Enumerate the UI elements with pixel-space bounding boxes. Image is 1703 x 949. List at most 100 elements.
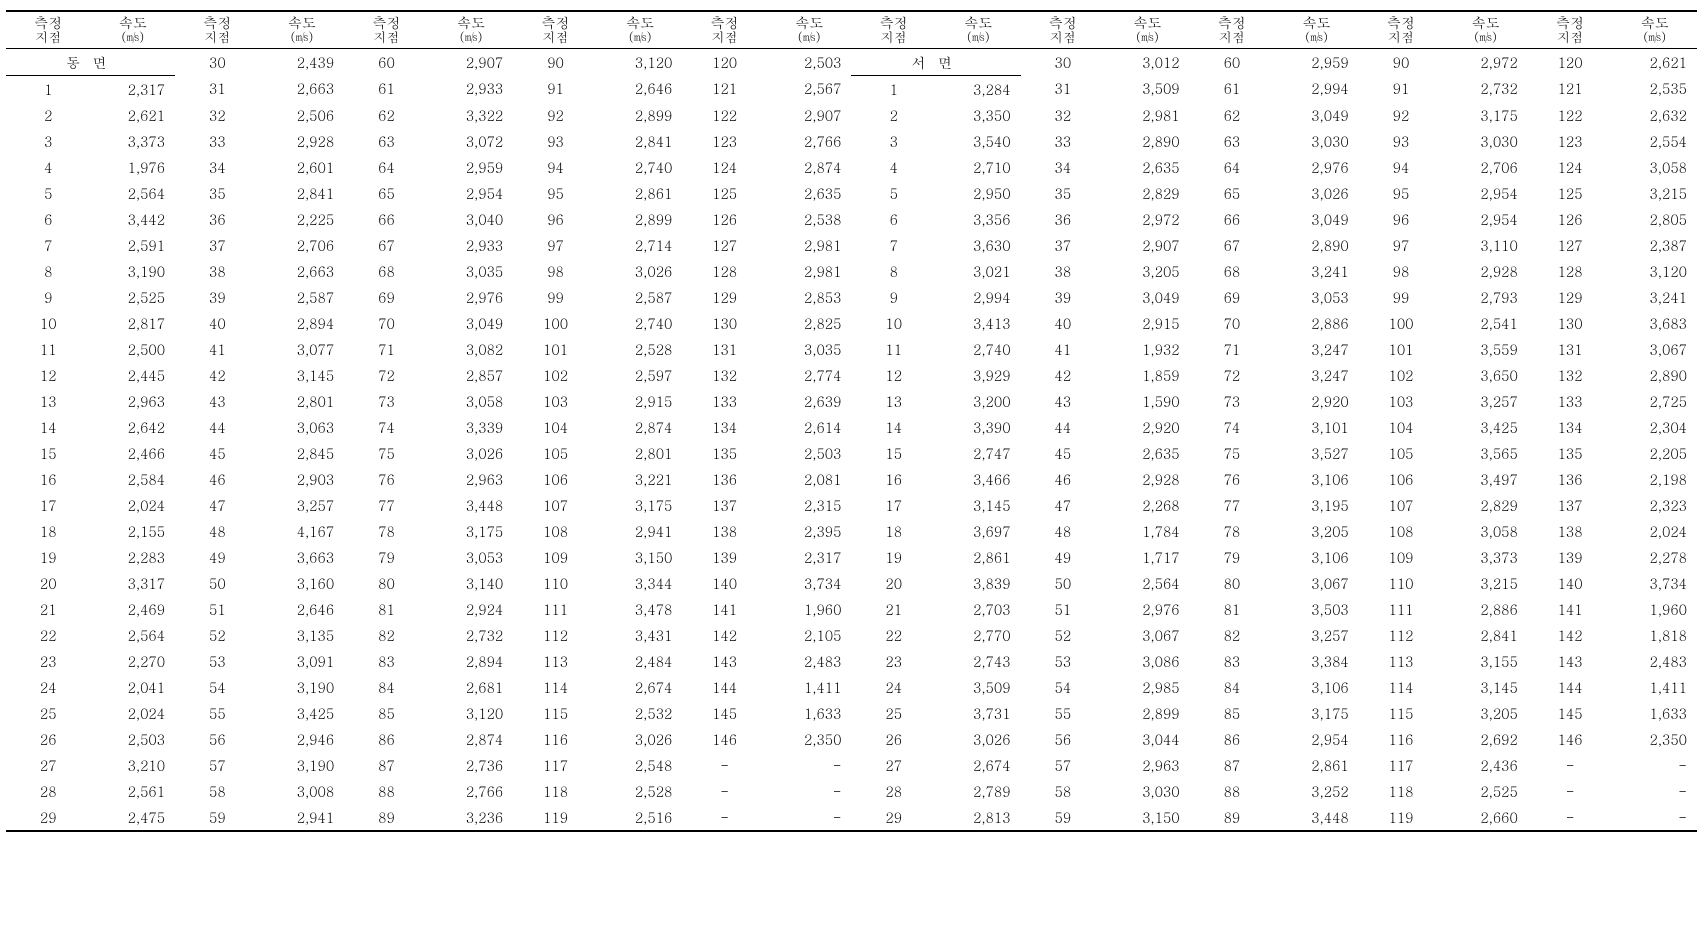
- cell-value: 2,024: [91, 492, 176, 518]
- cell-point: 58: [175, 778, 260, 804]
- table-row: 83,190382,663683,035983,0261282,98183,02…: [6, 258, 1697, 284]
- cell-value: 2,924: [429, 596, 514, 622]
- cell-point: 41: [1021, 336, 1106, 362]
- cell-point: 144: [1528, 674, 1613, 700]
- cell-value: 2,985: [1105, 674, 1190, 700]
- cell-point: 103: [513, 388, 598, 414]
- cell-value: 3,527: [1274, 440, 1359, 466]
- cell-point: 45: [1021, 440, 1106, 466]
- cell-value: 3,175: [1274, 700, 1359, 726]
- cell-value: 2,894: [260, 310, 345, 336]
- cell-point: 93: [513, 128, 598, 154]
- table-row: 72,591372,706672,933972,7141272,98173,63…: [6, 232, 1697, 258]
- table-row: 162,584462,903762,9631063,2211362,081163…: [6, 466, 1697, 492]
- cell-value: 2,928: [260, 128, 345, 154]
- cell-point: 101: [1359, 336, 1444, 362]
- cell-value: 3,072: [429, 128, 514, 154]
- cell-point: 49: [175, 544, 260, 570]
- cell-point: 37: [175, 232, 260, 258]
- cell-point: 46: [1021, 466, 1106, 492]
- col-header-point: 측정지점: [1359, 11, 1444, 48]
- cell-point: 63: [344, 128, 429, 154]
- cell-value: 3,040: [429, 206, 514, 232]
- cell-value: 3,734: [767, 570, 852, 596]
- cell-value: 2,484: [598, 648, 683, 674]
- cell-value: 3,413: [936, 310, 1021, 336]
- cell-point: 116: [1359, 726, 1444, 752]
- cell-point: 99: [1359, 284, 1444, 310]
- cell-point: 120: [1528, 48, 1613, 75]
- cell-point: 58: [1021, 778, 1106, 804]
- cell-value: 2,963: [1105, 752, 1190, 778]
- cell-point: 105: [1359, 440, 1444, 466]
- cell-value: 3,734: [1612, 570, 1697, 596]
- cell-point: 118: [1359, 778, 1444, 804]
- cell-point: 77: [344, 492, 429, 518]
- cell-value: 3,257: [1274, 622, 1359, 648]
- cell-point: 60: [1190, 48, 1275, 75]
- cell-value: 3,082: [429, 336, 514, 362]
- cell-point: 9: [851, 284, 936, 310]
- cell-value: 2,886: [1443, 596, 1528, 622]
- cell-value: 3,086: [1105, 648, 1190, 674]
- cell-point: 82: [344, 622, 429, 648]
- cell-point: 74: [1190, 414, 1275, 440]
- cell-point: 87: [1190, 752, 1275, 778]
- cell-point: 108: [1359, 518, 1444, 544]
- cell-value: 3,120: [1612, 258, 1697, 284]
- cell-value: 3,067: [1612, 336, 1697, 362]
- cell-value: 3,140: [429, 570, 514, 596]
- cell-value: 3,503: [1274, 596, 1359, 622]
- cell-value: 2,024: [1612, 518, 1697, 544]
- cell-value: 3,058: [429, 388, 514, 414]
- col-header-point: 측정지점: [1528, 11, 1613, 48]
- cell-point: 39: [1021, 284, 1106, 310]
- cell-point: 119: [1359, 804, 1444, 831]
- cell-point: 30: [175, 48, 260, 75]
- cell-point: 42: [175, 362, 260, 388]
- cell-value: 3,350: [936, 102, 1021, 128]
- cell-point: 102: [1359, 362, 1444, 388]
- cell-value: 2,387: [1612, 232, 1697, 258]
- cell-point: 132: [682, 362, 767, 388]
- cell-value: 3,630: [936, 232, 1021, 258]
- cell-point: 137: [682, 492, 767, 518]
- cell-point: 21: [851, 596, 936, 622]
- cell-value: 1,411: [767, 674, 852, 700]
- cell-value: 2,516: [598, 804, 683, 831]
- cell-value: 2,155: [91, 518, 176, 544]
- cell-point: 22: [6, 622, 91, 648]
- cell-point: 56: [175, 726, 260, 752]
- cell-point: 6: [6, 206, 91, 232]
- cell-value: 3,317: [91, 570, 176, 596]
- cell-value: 2,933: [429, 232, 514, 258]
- table-row: 41,976342,601642,959942,7401242,87442,71…: [6, 154, 1697, 180]
- cell-value: 2,268: [1105, 492, 1190, 518]
- table-body: 동면302,439602,907903,1201202,503서면303,012…: [6, 48, 1697, 831]
- cell-point: 33: [1021, 128, 1106, 154]
- cell-value: 2,646: [260, 596, 345, 622]
- cell-point: 130: [682, 310, 767, 336]
- cell-point: 139: [1528, 544, 1613, 570]
- cell-point: 138: [682, 518, 767, 544]
- section-label-west: 서: [851, 48, 936, 75]
- cell-point: 135: [1528, 440, 1613, 466]
- cell-point: 60: [344, 48, 429, 75]
- cell-point: 114: [513, 674, 598, 700]
- col-header-point: 측정지점: [344, 11, 429, 48]
- cell-point: 124: [682, 154, 767, 180]
- cell-point: 38: [175, 258, 260, 284]
- cell-value: 3,021: [936, 258, 1021, 284]
- cell-point: 133: [1528, 388, 1613, 414]
- cell-value: 3,497: [1443, 466, 1528, 492]
- cell-value: 2,740: [936, 336, 1021, 362]
- cell-value: 3,035: [429, 258, 514, 284]
- cell-value: 3,215: [1612, 180, 1697, 206]
- cell-point: -: [682, 804, 767, 831]
- cell-point: 4: [6, 154, 91, 180]
- cell-point: 30: [1021, 48, 1106, 75]
- cell-point: 36: [1021, 206, 1106, 232]
- cell-point: 25: [851, 700, 936, 726]
- cell-value: 3,373: [1443, 544, 1528, 570]
- cell-value: 2,350: [1612, 726, 1697, 752]
